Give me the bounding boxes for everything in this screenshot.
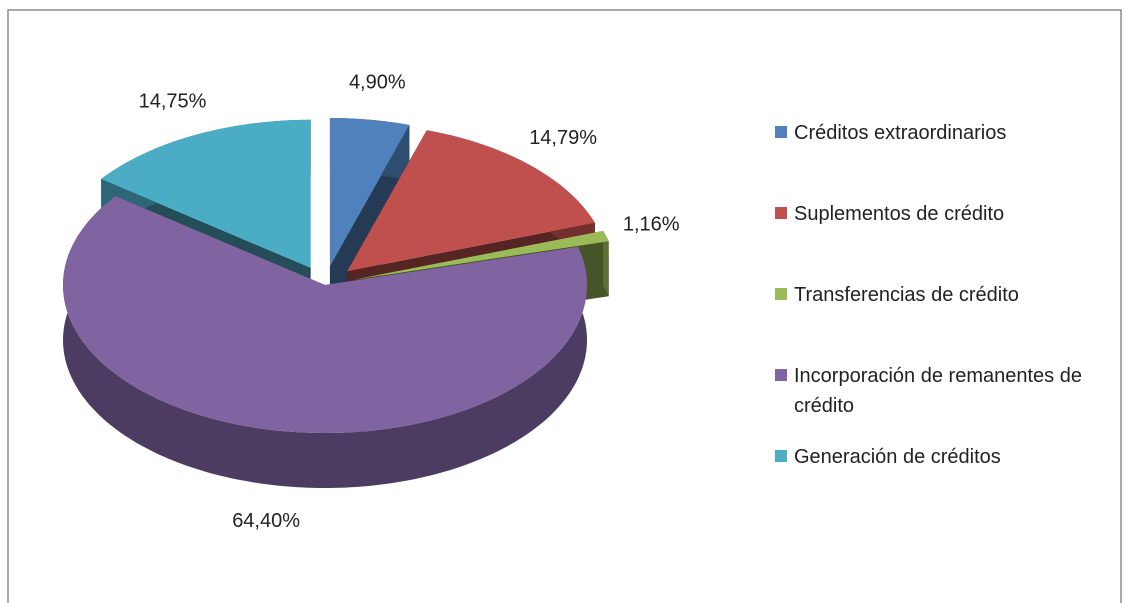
slice-top (329, 118, 410, 266)
legend-swatch (775, 207, 787, 219)
data-label: 4,90% (349, 71, 406, 93)
data-label: 1,16% (623, 213, 680, 235)
legend-label: Transferencias de crédito (794, 284, 1019, 306)
slice-side (63, 196, 587, 488)
slice-top (101, 119, 311, 268)
legend-item: Generación de créditos (775, 442, 1120, 523)
data-label: 64,40% (232, 510, 300, 532)
legend-swatch (775, 288, 787, 300)
legend-swatch (775, 369, 787, 381)
legend-label: Generación de créditos (794, 446, 1001, 468)
legend-item: Suplementos de crédito (775, 199, 1120, 280)
legend-item: Transferencias de crédito (775, 280, 1120, 361)
chart-border (7, 9, 1122, 603)
legend-label: Suplementos de crédito (794, 203, 1005, 225)
legend-label: Créditos extraordinarios (794, 122, 1007, 144)
legend: Créditos extraordinarios Suplementos de c… (775, 118, 1120, 523)
slice-top (63, 196, 587, 433)
legend-item: Créditos extraordinarios (775, 118, 1120, 199)
legend-swatch (775, 126, 787, 138)
slice-top (347, 130, 595, 272)
legend-swatch (775, 450, 787, 462)
slice-top (355, 230, 609, 280)
slice-side (603, 230, 609, 297)
pie-slice (63, 196, 587, 488)
data-label: 14,79% (529, 127, 597, 149)
legend-item: Incorporación de remanentes de crédito (775, 361, 1120, 442)
legend-label: Incorporación de remanentes de crédito (794, 365, 1082, 417)
data-label: 14,75% (139, 91, 207, 113)
